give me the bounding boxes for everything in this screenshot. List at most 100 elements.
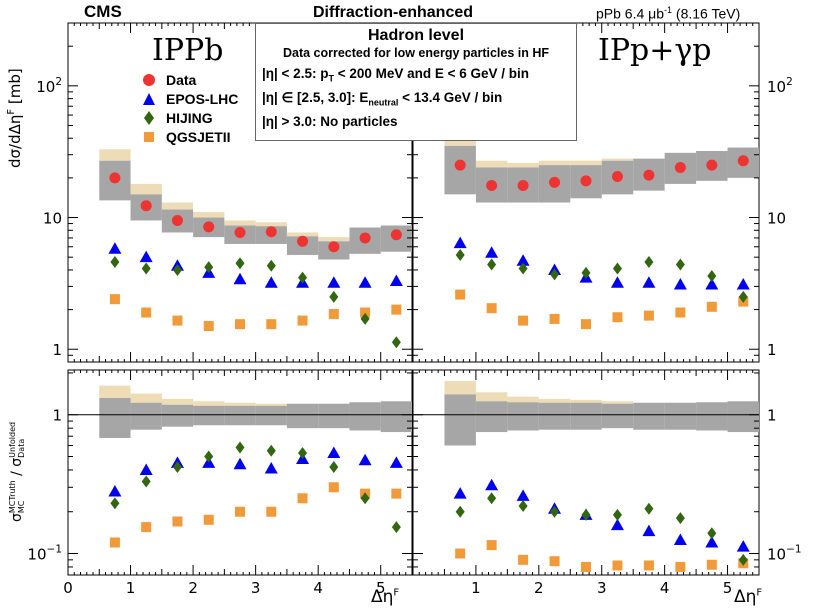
cut2-suffix: < 13.4 GeV / bin (398, 90, 503, 105)
x-tick-label: 1 (126, 579, 136, 597)
model-uncertainty-band (130, 183, 162, 195)
model-uncertainty-band (161, 202, 194, 210)
ratio-systematic-band (633, 402, 665, 430)
model-uncertainty-band (286, 232, 319, 237)
ratio-qgsjet-point (391, 488, 402, 499)
info-subheading: Data corrected for low energy particles … (282, 46, 550, 60)
triangle-marker-icon (143, 92, 155, 105)
cut2-sub: neutral (368, 97, 399, 108)
ratio-sigma-1: σ (9, 513, 25, 522)
ratio-hijing-point (675, 512, 685, 525)
ratio-hijing-point (487, 492, 497, 505)
cut1-sub: T (328, 73, 334, 84)
legend-label-qgsjet: QGSJETII (166, 128, 231, 145)
qgsjet-point (266, 319, 277, 330)
ratio-systematic-band (286, 403, 319, 429)
x-tick-label: 0 (63, 579, 73, 597)
ratio-y-tick-label: 1 (767, 407, 777, 425)
hijing-point (518, 262, 528, 275)
qgsjet-point (360, 307, 371, 318)
model-uncertainty-band (318, 237, 350, 242)
ratio-model-band (538, 398, 571, 403)
ratio-model-band (444, 380, 476, 395)
qgsjet-point (109, 294, 120, 305)
ratio-qgsjet-point (518, 554, 529, 565)
model-uncertainty-band (475, 160, 508, 168)
data-point (390, 229, 402, 241)
ratio-hijing-point (550, 505, 560, 518)
x-tick-label: 4 (660, 579, 670, 597)
ratio-sub-1: MC (17, 500, 26, 514)
ratio-hijing-point (581, 508, 591, 521)
bottom-y-axis-label: σ MCTruth MC / σ Unfolded Data (8, 422, 26, 522)
legend-label-data: Data (166, 71, 197, 88)
x-label-right-text: Δη (734, 587, 757, 607)
epos-point (108, 242, 122, 254)
x-axis-label-left: ΔηF (371, 587, 399, 607)
x-tick-label: 4 (313, 579, 323, 597)
ratio-hijing-point (612, 508, 622, 521)
epos-point (642, 276, 656, 288)
ratio-qgsjet-point (266, 506, 277, 517)
data-point (517, 180, 529, 192)
ratio-model-band (507, 396, 539, 403)
ratio-systematic-band (161, 404, 194, 427)
x-tick-label: 2 (534, 579, 544, 597)
data-point (549, 176, 561, 188)
qgsjet-point (486, 303, 497, 314)
top-y-axis-label: dσ/dΔηF [mb] (6, 68, 24, 168)
ratio-qgsjet-point (235, 506, 245, 517)
data-point (328, 241, 340, 253)
ratio-qgsjet-point (328, 482, 339, 493)
figure-title: Diffraction-enhanced (313, 4, 474, 21)
ratio-hijing-point (518, 499, 528, 512)
ratio-hijing-point (738, 553, 748, 566)
ratio-systematic-band (444, 394, 476, 446)
top-y-tick-label: 1 (767, 341, 777, 359)
ratio-qgsjet-point (109, 537, 120, 548)
ratio-qgsjet-point (675, 561, 686, 572)
lumi-exponent: -1 (664, 5, 673, 15)
panel-title-right: IPp+γp (598, 33, 712, 68)
ratio-systematic-band (380, 401, 412, 433)
hijing-point (360, 312, 370, 325)
ratio-model-band (193, 401, 225, 406)
diamond-marker-icon (144, 110, 154, 125)
ratio-hijing-point (204, 450, 214, 463)
legend: Data EPOS-LHC HIJING QGSJETII (140, 70, 238, 146)
ratio-sup-1: MCTruth (8, 480, 17, 514)
ratio-systematic-band (696, 402, 728, 431)
ratio-hijing-point (329, 461, 339, 474)
ratio-hijing-point (707, 527, 717, 540)
ratio-sub-2: Data (17, 438, 26, 458)
epos-point (673, 278, 687, 290)
epos-point (264, 276, 278, 288)
ratio-hijing-point (455, 505, 465, 518)
top-y-text: dσ/dΔη (6, 114, 24, 168)
ratio-epos-point (453, 487, 467, 499)
epos-point (453, 236, 467, 249)
qgsjet-point (643, 310, 654, 321)
x-tick-label: 2 (188, 579, 198, 597)
qgsjet-point (328, 309, 339, 320)
qgsjet-point (141, 307, 152, 318)
data-point (486, 180, 498, 192)
hijing-point (391, 336, 401, 349)
hijing-point (204, 261, 214, 274)
hijing-point (581, 266, 591, 279)
ratio-qgsjet-point (486, 540, 497, 551)
model-uncertainty-band (224, 220, 256, 226)
top-y-unit: [mb] (6, 68, 24, 109)
hijing-point (235, 257, 245, 270)
ratio-hijing-point (360, 492, 370, 505)
x-tick-label: 1 (471, 579, 481, 597)
data-point (706, 159, 718, 171)
circle-marker-icon (143, 73, 155, 86)
epos-point (139, 250, 153, 263)
energy-value: (8.16 TeV) (675, 5, 741, 22)
x-tick-label: 3 (597, 579, 607, 597)
ratio-slash-sigma: / σ (9, 457, 25, 481)
ratio-systematic-band (130, 402, 162, 430)
ratio-qgsjet-point (643, 560, 654, 571)
